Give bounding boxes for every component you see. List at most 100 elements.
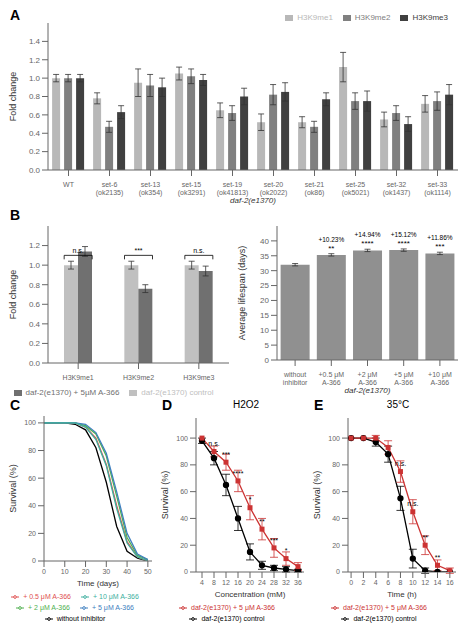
svg-text:20: 20	[332, 542, 340, 549]
svg-text:Average lifespan (days): Average lifespan (days)	[237, 246, 247, 340]
svg-text:12: 12	[222, 579, 230, 586]
svg-text:4: 4	[374, 579, 378, 586]
svg-text:1.0: 1.0	[29, 74, 41, 83]
svg-text:0.4: 0.4	[29, 320, 41, 329]
svg-text:Time (h): Time (h)	[387, 590, 417, 599]
svg-text:***: ***	[270, 537, 278, 544]
svg-text:daf-2(e1370): daf-2(e1370)	[230, 196, 276, 205]
svg-text:20: 20	[246, 579, 254, 586]
svg-text:40: 40	[28, 502, 36, 509]
svg-text:100: 100	[328, 435, 340, 442]
svg-text:4: 4	[200, 579, 204, 586]
svg-text:80: 80	[332, 461, 340, 468]
svg-text:Survival (%): Survival (%)	[312, 471, 322, 520]
svg-text:0: 0	[265, 356, 270, 365]
svg-text:8: 8	[212, 579, 216, 586]
svg-text:set-32(ok1437): set-32(ok1437)	[383, 181, 411, 197]
svg-text:n.s.: n.s.	[395, 460, 406, 467]
svg-text:Survival (%): Survival (%)	[8, 464, 18, 513]
svg-text:32: 32	[282, 579, 290, 586]
svg-text:35: 35	[260, 252, 269, 261]
svg-text:+15.12%: +15.12%	[391, 231, 417, 238]
svg-text:0.6: 0.6	[29, 111, 41, 120]
svg-text:**: **	[422, 534, 428, 541]
svg-text:H3K9me3: H3K9me3	[183, 374, 214, 381]
svg-text:0.6: 0.6	[29, 300, 41, 309]
svg-text:0: 0	[184, 568, 188, 575]
svg-text:60: 60	[28, 475, 36, 482]
svg-text:**: **	[259, 518, 265, 525]
svg-text:0.4: 0.4	[29, 129, 41, 138]
svg-text:Fold change: Fold change	[8, 270, 18, 320]
svg-text:16: 16	[446, 579, 454, 586]
svg-text:100: 100	[24, 419, 36, 426]
svg-text:**: **	[435, 554, 441, 561]
svg-text:25: 25	[260, 281, 269, 290]
svg-text:36: 36	[294, 579, 302, 586]
svg-text:set-20(ok2022): set-20(ok2022)	[260, 181, 288, 197]
svg-text:set-33(ok1114): set-33(ok1114)	[424, 181, 451, 197]
svg-text:****: ****	[397, 239, 409, 248]
svg-text:40: 40	[123, 568, 131, 575]
svg-text:5: 5	[265, 341, 270, 350]
svg-text:16: 16	[234, 579, 242, 586]
svg-text:set-6(ok2135): set-6(ok2135)	[96, 181, 124, 197]
svg-text:40: 40	[260, 237, 269, 246]
svg-text:set-15(ok3291): set-15(ok3291)	[178, 181, 206, 197]
svg-text:1.0: 1.0	[29, 261, 41, 270]
svg-text:100: 100	[176, 435, 188, 442]
svg-text:H3K9me1: H3K9me1	[63, 374, 94, 381]
svg-text:Time (days): Time (days)	[77, 579, 119, 588]
svg-text:0.2: 0.2	[29, 147, 41, 156]
svg-text:+10 μMA-366: +10 μMA-366	[428, 371, 452, 386]
svg-text:0: 0	[42, 568, 46, 575]
svg-text:***: ***	[435, 242, 444, 251]
svg-text:H3K9me2: H3K9me2	[123, 374, 154, 381]
svg-text:1.2: 1.2	[29, 241, 41, 250]
svg-text:28: 28	[270, 579, 278, 586]
svg-text:50: 50	[144, 568, 152, 575]
svg-text:+2 μMA-366: +2 μMA-366	[358, 371, 378, 386]
svg-text:40: 40	[332, 515, 340, 522]
svg-text:set-21(ok86): set-21(ok86)	[305, 181, 325, 197]
svg-text:Concentration (mM): Concentration (mM)	[215, 590, 286, 599]
svg-text:****: ****	[361, 239, 373, 248]
svg-text:0.0: 0.0	[29, 359, 41, 368]
svg-text:**: **	[328, 244, 334, 253]
svg-text:****: ****	[233, 470, 244, 477]
svg-text:Fold change: Fold change	[8, 72, 18, 122]
svg-text:0: 0	[336, 568, 340, 575]
svg-text:14: 14	[434, 579, 442, 586]
svg-text:n.s.: n.s.	[407, 500, 418, 507]
svg-text:withoutinhibitor: withoutinhibitor	[283, 371, 308, 386]
svg-text:0.2: 0.2	[29, 339, 41, 348]
svg-text:0: 0	[349, 579, 353, 586]
svg-text:20: 20	[82, 568, 90, 575]
svg-text:*: *	[249, 496, 252, 503]
svg-text:n.s.: n.s.	[193, 247, 204, 254]
svg-text:1.2: 1.2	[29, 56, 41, 65]
svg-text:n.s.: n.s.	[73, 247, 84, 254]
svg-text:*: *	[285, 547, 288, 554]
svg-text:2: 2	[361, 579, 365, 586]
svg-text:12: 12	[421, 579, 429, 586]
svg-text:60: 60	[180, 488, 188, 495]
svg-text:20: 20	[28, 530, 36, 537]
svg-text:+11.86%: +11.86%	[427, 234, 453, 241]
svg-text:set-25(ok5021): set-25(ok5021)	[342, 181, 370, 197]
svg-text:+0.5 μMA-366: +0.5 μMA-366	[318, 371, 344, 386]
svg-text:20: 20	[180, 542, 188, 549]
svg-text:20: 20	[260, 296, 269, 305]
svg-text:0.0: 0.0	[29, 166, 41, 175]
svg-text:+10.23%: +10.23%	[318, 236, 344, 243]
svg-text:40: 40	[180, 515, 188, 522]
svg-text:***: ***	[222, 451, 230, 458]
svg-text:+5 μMA-366: +5 μMA-366	[394, 371, 414, 386]
svg-text:80: 80	[28, 447, 36, 454]
svg-text:24: 24	[258, 579, 266, 586]
svg-text:60: 60	[332, 488, 340, 495]
svg-text:30: 30	[102, 568, 110, 575]
svg-text:0.8: 0.8	[29, 281, 41, 290]
svg-text:15: 15	[260, 311, 269, 320]
svg-text:6: 6	[386, 579, 390, 586]
